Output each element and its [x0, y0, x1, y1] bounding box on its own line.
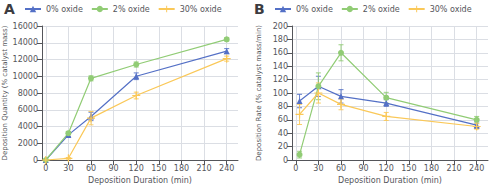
svg-text:200: 200 [273, 22, 288, 31]
svg-text:80: 80 [278, 102, 288, 111]
svg-text:210: 210 [446, 164, 461, 173]
svg-text:120: 120 [379, 164, 394, 173]
svg-text:0: 0 [33, 156, 38, 165]
svg-text:150: 150 [401, 164, 416, 173]
svg-text:90: 90 [109, 164, 119, 173]
svg-text:0% oxide: 0% oxide [46, 5, 83, 14]
svg-text:60: 60 [336, 164, 346, 173]
svg-text:60: 60 [278, 115, 288, 124]
svg-text:6000: 6000 [18, 105, 38, 114]
svg-text:2% oxide: 2% oxide [363, 5, 400, 14]
svg-text:40: 40 [278, 129, 288, 138]
svg-text:0: 0 [43, 164, 48, 173]
svg-text:B: B [254, 1, 265, 17]
svg-text:10000: 10000 [13, 72, 38, 81]
svg-text:Deposition Quantity (% catalys: Deposition Quantity (% catalyst mass) [1, 25, 9, 160]
svg-text:240: 240 [219, 164, 234, 173]
svg-text:2000: 2000 [18, 139, 38, 148]
svg-text:150: 150 [151, 164, 166, 173]
svg-text:240: 240 [469, 164, 484, 173]
svg-text:30: 30 [313, 164, 323, 173]
svg-text:180: 180 [424, 164, 439, 173]
svg-text:0% oxide: 0% oxide [296, 5, 333, 14]
svg-text:30% oxide: 30% oxide [430, 5, 472, 14]
svg-text:A: A [4, 1, 15, 17]
svg-text:160: 160 [273, 48, 288, 57]
svg-text:16000: 16000 [13, 22, 38, 31]
svg-text:Deposition Duration (min): Deposition Duration (min) [338, 176, 442, 185]
svg-text:Deposition Rate (% catalyst ma: Deposition Rate (% catalyst mass/min) [255, 25, 263, 161]
svg-text:30% oxide: 30% oxide [180, 5, 222, 14]
svg-text:0: 0 [283, 156, 288, 165]
svg-text:30: 30 [63, 164, 73, 173]
svg-text:2% oxide: 2% oxide [113, 5, 150, 14]
svg-text:180: 180 [273, 35, 288, 44]
svg-text:Deposition Duration (min): Deposition Duration (min) [88, 176, 192, 185]
svg-text:14000: 14000 [13, 38, 38, 47]
svg-text:100: 100 [273, 89, 288, 98]
svg-text:180: 180 [174, 164, 189, 173]
svg-text:12000: 12000 [13, 55, 38, 64]
svg-text:120: 120 [129, 164, 144, 173]
svg-text:20: 20 [278, 142, 288, 151]
svg-text:4000: 4000 [18, 122, 38, 131]
svg-text:90: 90 [359, 164, 369, 173]
svg-text:60: 60 [86, 164, 96, 173]
svg-text:140: 140 [273, 62, 288, 71]
svg-text:0: 0 [293, 164, 298, 173]
svg-text:8000: 8000 [18, 89, 38, 98]
svg-text:210: 210 [196, 164, 211, 173]
svg-text:120: 120 [273, 75, 288, 84]
